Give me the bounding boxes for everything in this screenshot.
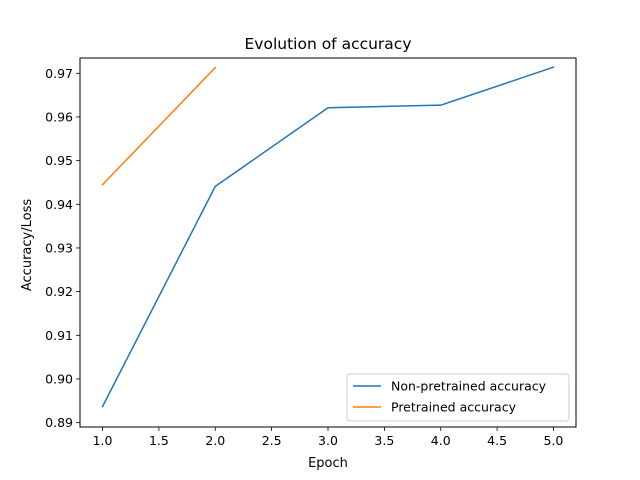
series-line-1	[101, 66, 555, 408]
y-tick-label: 0.89	[45, 415, 73, 430]
x-axis-label: Epoch	[308, 456, 348, 471]
y-tick-label: 0.97	[45, 66, 73, 81]
y-axis-label: Accuracy/Loss	[20, 199, 35, 291]
y-tick-label: 0.92	[45, 284, 73, 299]
y-tick-label: 0.96	[45, 109, 73, 124]
plot-frame	[79, 57, 577, 428]
x-tick-label: 1.5	[149, 433, 169, 448]
x-tick-label: 4.5	[487, 433, 507, 448]
x-tick-label: 3.5	[374, 433, 394, 448]
y-axis-ticks: 0.89 0.90 0.91 0.92 0.93 0.94 0.95 0.96 0.97	[45, 66, 80, 430]
y-tick-label: 0.90	[45, 371, 73, 386]
legend-label: Pretrained accuracy	[391, 400, 517, 415]
x-tick-label: 2.5	[262, 433, 282, 448]
x-tick-label: 2.0	[205, 433, 225, 448]
x-tick-label: 1.0	[93, 433, 113, 448]
chart-title: Evolution of accuracy	[245, 35, 412, 53]
legend-label: Non-pretrained accuracy	[391, 379, 547, 394]
y-tick-label: 0.91	[45, 328, 73, 343]
legend: Non-pretrained accuracy Pretrained accura…	[346, 373, 570, 422]
legend-box	[346, 373, 570, 422]
x-axis-ticks: 1.0 1.5 2.0 2.5 3.0 3.5 4.0 4.5 5.0	[93, 427, 564, 448]
x-tick-label: 3.0	[318, 433, 338, 448]
y-tick-label: 0.94	[45, 197, 73, 212]
y-tick-label: 0.93	[45, 240, 73, 255]
y-tick-label: 0.95	[45, 153, 73, 168]
plot-area	[101, 66, 555, 408]
x-tick-label: 4.0	[431, 433, 451, 448]
x-tick-label: 5.0	[544, 433, 564, 448]
series-line-2	[101, 66, 217, 186]
